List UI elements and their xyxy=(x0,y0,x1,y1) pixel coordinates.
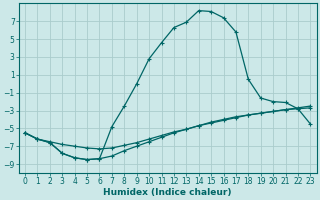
X-axis label: Humidex (Indice chaleur): Humidex (Indice chaleur) xyxy=(103,188,232,197)
